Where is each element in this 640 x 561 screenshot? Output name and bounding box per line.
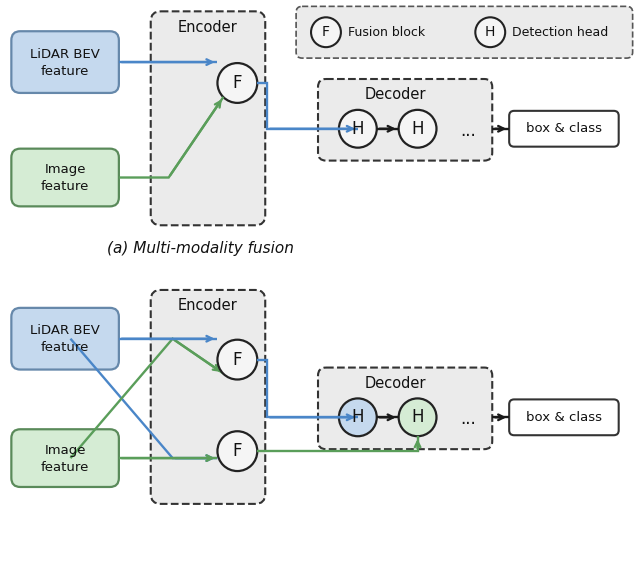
FancyBboxPatch shape <box>318 79 492 160</box>
Text: Image: Image <box>44 444 86 457</box>
Circle shape <box>339 110 377 148</box>
Text: Encoder: Encoder <box>178 298 238 314</box>
Circle shape <box>311 17 341 47</box>
Circle shape <box>476 17 505 47</box>
Text: LiDAR BEV: LiDAR BEV <box>30 48 100 61</box>
Text: feature: feature <box>41 461 90 473</box>
FancyBboxPatch shape <box>151 11 265 226</box>
Text: H: H <box>351 408 364 426</box>
FancyBboxPatch shape <box>12 429 119 487</box>
Text: H: H <box>485 25 495 39</box>
FancyBboxPatch shape <box>151 290 265 504</box>
Circle shape <box>339 398 377 436</box>
Text: Encoder: Encoder <box>178 20 238 35</box>
Text: H: H <box>412 408 424 426</box>
Text: Decoder: Decoder <box>364 376 426 391</box>
Circle shape <box>218 63 257 103</box>
Text: feature: feature <box>41 341 90 354</box>
Text: box & class: box & class <box>526 122 602 135</box>
Circle shape <box>399 110 436 148</box>
Text: Decoder: Decoder <box>364 88 426 103</box>
Text: LiDAR BEV: LiDAR BEV <box>30 324 100 337</box>
Text: F: F <box>232 442 242 460</box>
FancyBboxPatch shape <box>509 399 619 435</box>
Text: Fusion block: Fusion block <box>348 26 425 39</box>
FancyBboxPatch shape <box>296 6 632 58</box>
Text: F: F <box>322 25 330 39</box>
Text: feature: feature <box>41 180 90 193</box>
FancyBboxPatch shape <box>12 308 119 370</box>
Circle shape <box>218 340 257 379</box>
Text: ...: ... <box>460 410 476 428</box>
FancyBboxPatch shape <box>318 367 492 449</box>
Text: H: H <box>412 119 424 138</box>
Text: box & class: box & class <box>526 411 602 424</box>
FancyBboxPatch shape <box>509 111 619 146</box>
Circle shape <box>399 398 436 436</box>
Text: ...: ... <box>460 122 476 140</box>
Text: Image: Image <box>44 163 86 176</box>
Text: F: F <box>232 74 242 92</box>
Text: feature: feature <box>41 65 90 77</box>
Circle shape <box>218 431 257 471</box>
Text: Detection head: Detection head <box>512 26 609 39</box>
Text: (a) Multi-modality fusion: (a) Multi-modality fusion <box>107 241 294 256</box>
FancyBboxPatch shape <box>12 31 119 93</box>
Text: H: H <box>351 119 364 138</box>
FancyBboxPatch shape <box>12 149 119 206</box>
Text: F: F <box>232 351 242 369</box>
